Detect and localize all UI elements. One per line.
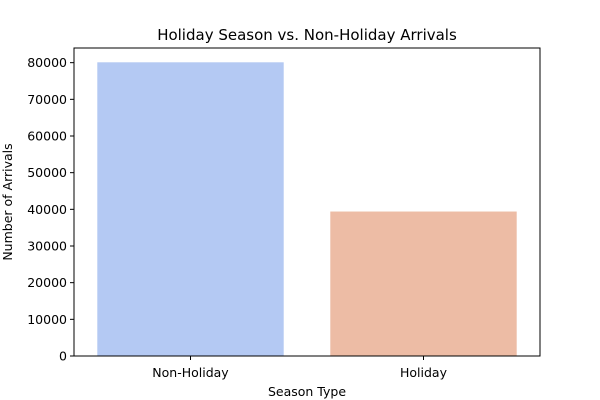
y-tick-label: 30000 — [27, 239, 67, 254]
y-axis-label: Number of Arrivals — [0, 143, 15, 260]
x-axis-ticks: Non-Holiday Holiday — [152, 356, 448, 380]
bar-non-holiday — [97, 62, 284, 357]
bars-group — [97, 62, 517, 357]
x-axis-label: Season Type — [268, 384, 346, 399]
y-tick-label: 60000 — [27, 129, 67, 144]
y-axis-ticks: 0 10000 20000 30000 40000 50000 60000 70000 8000… — [27, 55, 74, 364]
chart-title: Holiday Season vs. Non-Holiday Arrivals — [157, 26, 457, 44]
bar-holiday — [330, 211, 517, 356]
y-tick-label: 0 — [59, 349, 67, 364]
y-tick-label: 50000 — [27, 165, 67, 180]
y-tick-label: 80000 — [27, 55, 67, 70]
y-tick-label: 10000 — [27, 312, 67, 327]
x-tick-label-holiday: Holiday — [400, 365, 448, 380]
y-tick-label: 40000 — [27, 202, 67, 217]
y-tick-label: 70000 — [27, 92, 67, 107]
plot-frame — [73, 47, 541, 357]
x-tick-label-non-holiday: Non-Holiday — [152, 365, 229, 380]
y-tick-label: 20000 — [27, 275, 67, 290]
